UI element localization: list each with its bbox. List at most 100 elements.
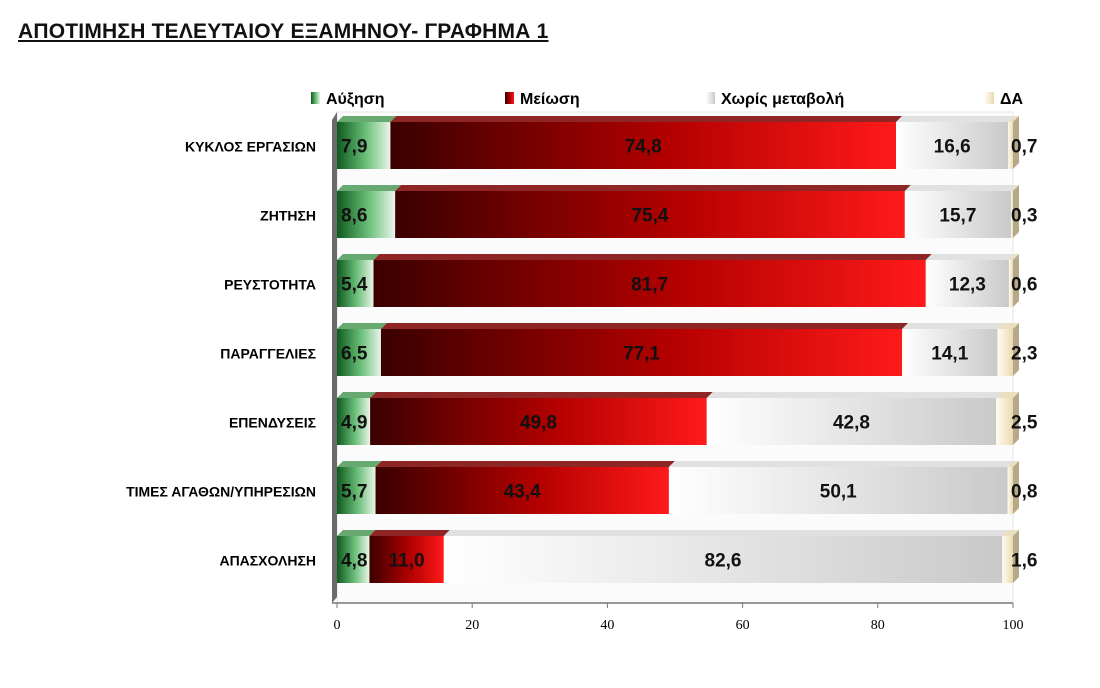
bar-segment-no-change bbox=[925, 260, 1009, 307]
legend-swatch-1 bbox=[505, 92, 514, 104]
data-label: 16,6 bbox=[934, 137, 971, 158]
bar-segment-no-change bbox=[443, 536, 1003, 583]
category-label: ΖΗΤΗΣΗ bbox=[260, 208, 316, 224]
data-label: 11,0 bbox=[389, 551, 425, 572]
bar-segment-na bbox=[1008, 260, 1013, 307]
bar-segment-decrease bbox=[395, 191, 905, 238]
bar-segment-decrease bbox=[373, 260, 926, 307]
bar-top-face bbox=[706, 392, 1003, 398]
data-label: 14,1 bbox=[931, 344, 968, 365]
bar-top-face bbox=[337, 392, 377, 398]
bar-top-face bbox=[370, 392, 713, 398]
bar-top-face bbox=[668, 461, 1014, 467]
data-label: 2,3 bbox=[1011, 344, 1037, 365]
bar-top-face bbox=[375, 461, 675, 467]
data-label: 81,7 bbox=[631, 275, 668, 296]
bar-segment-na bbox=[1010, 191, 1013, 238]
legend-label-0: Αύξηση bbox=[326, 91, 384, 108]
data-label: 12,3 bbox=[949, 275, 986, 296]
bar-segment-decrease bbox=[369, 536, 444, 583]
data-label: 43,4 bbox=[504, 482, 541, 503]
data-label: 74,8 bbox=[625, 137, 662, 158]
legend-label-1: Μείωση bbox=[520, 91, 580, 108]
bar-top-face bbox=[1007, 461, 1019, 467]
bar-segment-na bbox=[1002, 536, 1013, 583]
data-label: 82,6 bbox=[705, 551, 742, 572]
x-tick-label: 0 bbox=[334, 618, 341, 633]
bar-segment-increase bbox=[337, 536, 370, 583]
bar-side-face bbox=[1013, 323, 1019, 376]
bar-top-face bbox=[1010, 185, 1019, 191]
bar-top-face bbox=[337, 461, 382, 467]
data-label: 0,6 bbox=[1011, 275, 1037, 296]
bar-top-face bbox=[337, 116, 397, 122]
data-label: 42,8 bbox=[833, 413, 870, 434]
bar-top-face bbox=[373, 254, 932, 260]
data-label: 4,9 bbox=[341, 413, 367, 434]
category-label: ΠΑΡΑΓΓΕΛΙΕΣ bbox=[220, 346, 316, 362]
data-label: 49,8 bbox=[520, 413, 557, 434]
x-tick-label: 80 bbox=[871, 618, 885, 633]
bar-top-face bbox=[337, 530, 376, 536]
bar-segment-no-change bbox=[706, 398, 997, 445]
bar-segment-decrease bbox=[390, 122, 897, 169]
bar-segment-no-change bbox=[668, 467, 1008, 514]
axis-wall bbox=[332, 112, 337, 603]
data-label: 4,8 bbox=[341, 551, 367, 572]
bar-top-face bbox=[902, 323, 1004, 329]
bar-top-face bbox=[1002, 530, 1019, 536]
category-label: ΡΕΥΣΤΟΤΗΤΑ bbox=[224, 277, 316, 293]
x-tick-label: 40 bbox=[600, 618, 614, 633]
bar-top-face bbox=[997, 323, 1019, 329]
bar-top-face bbox=[337, 185, 402, 191]
bar-side-face bbox=[1013, 461, 1019, 514]
bar-top-face bbox=[925, 254, 1015, 260]
data-label: 7,9 bbox=[341, 137, 367, 158]
bar-segment-increase bbox=[337, 122, 391, 169]
bar-segment-decrease bbox=[380, 329, 903, 376]
data-label: 50,1 bbox=[820, 482, 857, 503]
bar-segment-no-change bbox=[896, 122, 1009, 169]
bar-segment-increase bbox=[337, 260, 374, 307]
data-label: 2,5 bbox=[1011, 413, 1038, 434]
bar-top-face bbox=[443, 530, 1009, 536]
bar-top-face bbox=[1008, 116, 1019, 122]
bar-segment-na bbox=[1008, 122, 1013, 169]
x-tick-label: 20 bbox=[465, 618, 479, 633]
bar-segment-decrease bbox=[370, 398, 707, 445]
category-label: ΚΥΚΛΟΣ ΕΡΓΑΣΙΩΝ bbox=[185, 139, 316, 155]
bar-side-face bbox=[1013, 392, 1019, 445]
bar-side-face bbox=[1013, 254, 1019, 307]
chart-title: ΑΠΟΤΙΜΗΣΗ ΤΕΛΕΥΤΑΙΟΥ ΕΞΑΜΗΝΟΥ- ΓΡΑΦΗΜΑ 1 bbox=[18, 20, 549, 43]
legend-swatch-3 bbox=[985, 92, 994, 104]
legend-swatch-0 bbox=[311, 92, 320, 104]
bar-segment-na bbox=[997, 329, 1013, 376]
legend-swatch-2 bbox=[706, 92, 715, 104]
data-label: 5,4 bbox=[341, 275, 368, 296]
bar-top-face bbox=[896, 116, 1015, 122]
bar-segment-increase bbox=[337, 329, 381, 376]
data-label: 75,4 bbox=[631, 206, 668, 227]
data-label: 77,1 bbox=[623, 344, 660, 365]
bar-top-face bbox=[369, 530, 450, 536]
bar-segment-increase bbox=[337, 191, 396, 238]
bar-segment-na bbox=[1007, 467, 1013, 514]
bar-segment-increase bbox=[337, 398, 371, 445]
bar-top-face bbox=[337, 254, 380, 260]
data-label: 5,7 bbox=[341, 482, 367, 503]
data-label: 8,6 bbox=[341, 206, 367, 227]
category-label: ΤΙΜΕΣ ΑΓΑΘΩΝ/ΥΠΗΡΕΣΙΩΝ bbox=[126, 484, 316, 500]
data-label: 15,7 bbox=[939, 206, 976, 227]
data-label: 0,8 bbox=[1011, 482, 1037, 503]
bar-top-face bbox=[380, 323, 909, 329]
x-tick-label: 100 bbox=[1003, 618, 1024, 633]
legend-label-3: ΔΑ bbox=[1000, 91, 1024, 108]
legend-label-2: Χωρίς μεταβολή bbox=[721, 91, 844, 108]
bar-segment-increase bbox=[337, 467, 376, 514]
data-label: 0,7 bbox=[1011, 137, 1037, 158]
bar-segment-na bbox=[996, 398, 1013, 445]
data-label: 0,3 bbox=[1011, 206, 1037, 227]
category-label: ΑΠΑΣΧΟΛΗΣΗ bbox=[219, 553, 316, 569]
bar-top-face bbox=[904, 185, 1017, 191]
